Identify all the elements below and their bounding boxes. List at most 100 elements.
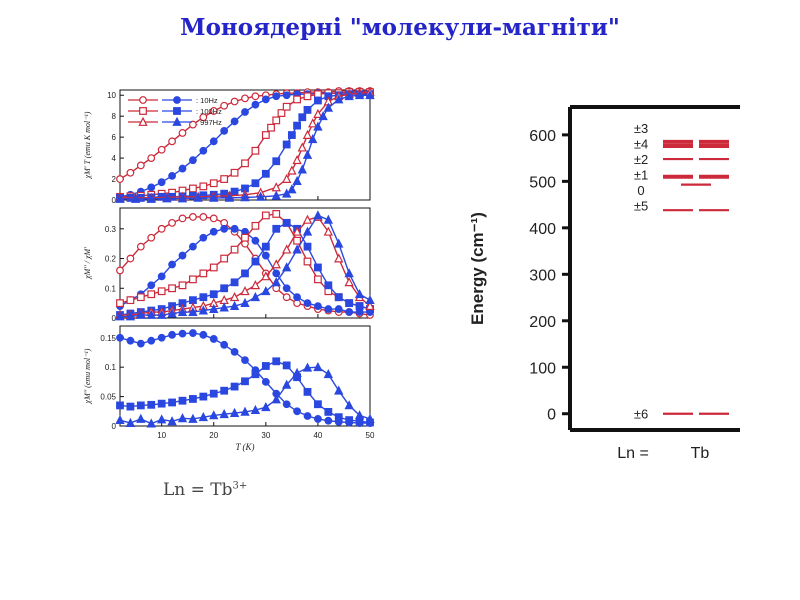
data-point: [323, 102, 334, 112]
data-point: [334, 385, 344, 395]
data-point: [157, 287, 166, 296]
data-point: [199, 293, 208, 302]
y-tick-label: 0.1: [105, 284, 117, 293]
data-point: [302, 214, 313, 224]
data-point: [230, 168, 239, 177]
data-point: [292, 244, 302, 254]
data-point: [334, 413, 343, 422]
data-point: [178, 329, 187, 338]
data-point: [189, 242, 197, 251]
data-point: [365, 300, 375, 311]
x-tick-label: 30: [261, 431, 270, 440]
data-point: [178, 396, 187, 405]
data-point: [303, 412, 312, 420]
data-point: [199, 113, 208, 122]
legend-label: : 100Hz: [196, 107, 222, 116]
data-point: [126, 254, 135, 263]
data-point: [240, 297, 250, 308]
data-point: [125, 417, 136, 427]
data-point: [293, 95, 301, 104]
data-point: [282, 91, 291, 100]
legend-marker-filled: [173, 107, 181, 115]
data-point: [146, 309, 156, 319]
plot-frame: [119, 325, 371, 427]
y-tick-label: 0: [112, 314, 117, 323]
data-point: [147, 233, 156, 242]
data-point: [136, 293, 145, 302]
data-point: [220, 340, 229, 349]
data-point: [354, 90, 365, 100]
data-point: [251, 236, 260, 245]
data-point: [168, 218, 176, 227]
level-label: ±6: [634, 407, 648, 422]
data-point: [147, 183, 156, 192]
panel-energy: 0 100 200 300 400 500 600 Energy (cm⁻¹) Ln = Tb ±3…: [468, 105, 740, 462]
x-axis-label: Ln =: [617, 445, 649, 462]
data-point: [136, 339, 145, 348]
data-point: [251, 146, 260, 155]
y-tick-label: 8: [112, 112, 117, 121]
data-point: [251, 92, 260, 101]
data-point: [334, 253, 344, 263]
data-point: [323, 214, 334, 224]
energy-level-figure: 0 100 200 300 400 500 600 Energy (cm⁻¹) Ln = Tb ±3…: [468, 105, 740, 462]
data-point: [344, 91, 354, 101]
series-line: [120, 91, 371, 199]
data-point: [209, 410, 219, 420]
data-point: [334, 293, 343, 302]
data-point: [313, 108, 323, 118]
data-point: [292, 226, 302, 236]
data-point: [354, 410, 365, 420]
data-point: [345, 299, 354, 308]
y-axis-label: Energy (cm⁻¹): [468, 212, 487, 325]
data-point: [282, 284, 291, 293]
data-point: [116, 333, 124, 342]
data-point: [209, 214, 218, 223]
data-point: [324, 281, 333, 290]
data-point: [220, 175, 229, 183]
data-point: [314, 275, 322, 284]
data-point: [282, 140, 291, 149]
data-point: [303, 92, 312, 101]
data-point: [318, 110, 328, 121]
data-point: [224, 192, 235, 202]
y-tick-label: 6: [112, 133, 117, 142]
panel-chi2: 10 20 30 40 50 0 0.05 0.1 0.15 χM'' (emu mol⁻¹) T …: [83, 325, 375, 452]
y-axis-label: χM'' / χM': [83, 247, 92, 280]
data-point: [199, 146, 208, 155]
level-label: ±5: [634, 199, 648, 214]
data-point: [255, 191, 266, 201]
data-point: [178, 251, 187, 260]
data-point: [241, 108, 249, 116]
data-point: [209, 227, 218, 236]
data-point: [167, 416, 177, 426]
data-point: [293, 293, 301, 302]
data-point: [302, 362, 313, 372]
data-point: [313, 210, 323, 220]
data-point: [230, 347, 239, 356]
x-tick-label: 10: [157, 431, 166, 440]
level-label: ±4: [634, 137, 648, 152]
data-point: [157, 272, 166, 281]
data-point: [297, 164, 307, 174]
data-point: [116, 299, 124, 308]
x-tick-label: 20: [209, 431, 218, 440]
data-point: [209, 192, 219, 202]
data-point: [130, 193, 141, 203]
data-point: [302, 129, 313, 139]
data-point: [281, 173, 292, 183]
data-point: [168, 284, 176, 293]
data-point: [188, 413, 198, 423]
data-point: [199, 233, 208, 242]
data-point: [261, 242, 270, 251]
data-point: [116, 175, 124, 183]
series-100Hz-open: [116, 88, 374, 201]
data-point: [229, 300, 240, 311]
data-point: [168, 137, 176, 146]
data-point: [334, 94, 344, 104]
data-point: [261, 169, 270, 178]
data-point: [178, 281, 187, 290]
data-point: [313, 361, 323, 372]
y-tick-label: 0.15: [100, 334, 116, 343]
data-point: [302, 149, 313, 159]
